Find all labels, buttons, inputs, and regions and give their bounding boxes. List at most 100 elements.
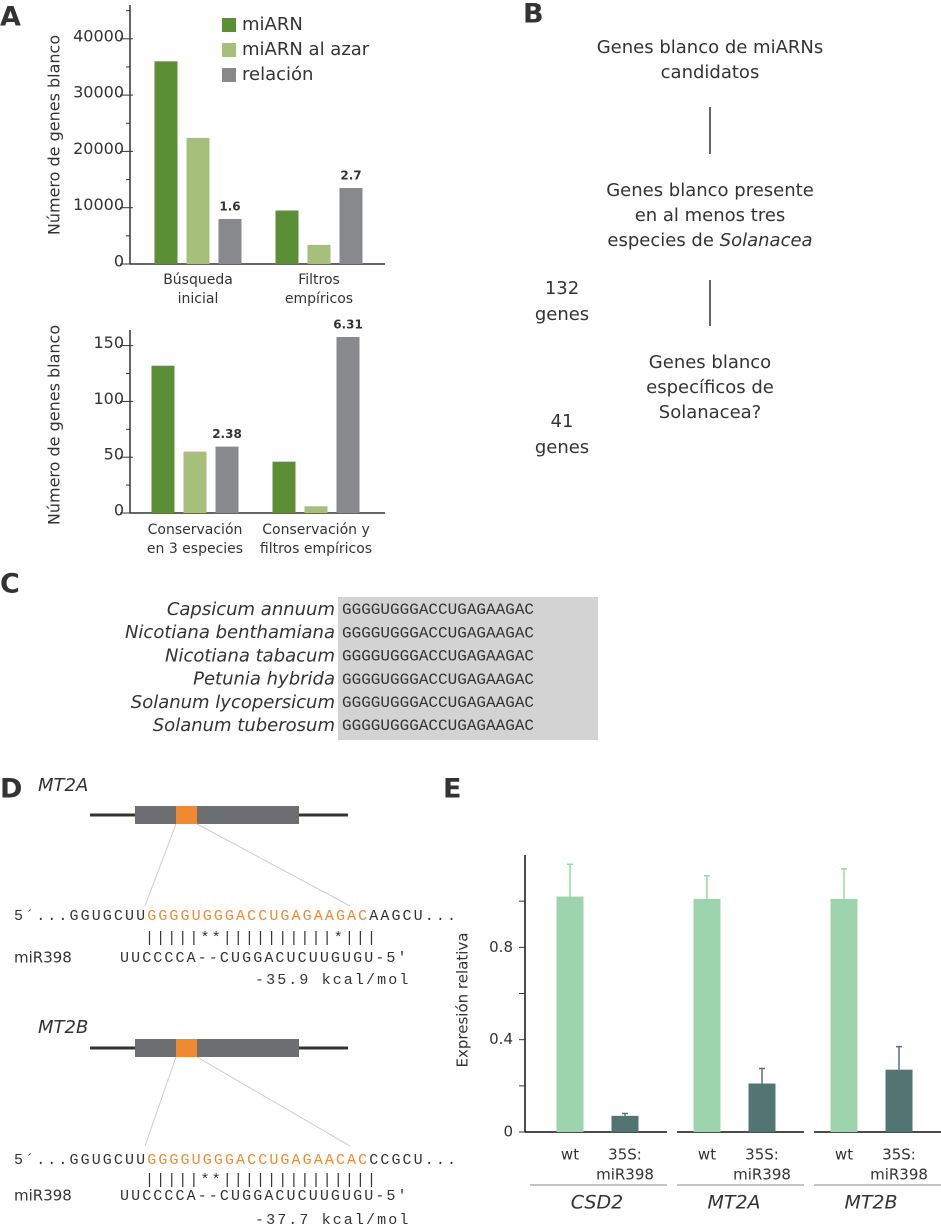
flow-node: en al menos tres <box>635 205 786 226</box>
x-tick-label: 35S: <box>745 1146 779 1164</box>
error-bar <box>759 1067 765 1084</box>
flow-node: Solanacea? <box>659 402 761 423</box>
seq-site: GGGGUGGGACCUGAGAACAC <box>147 1152 369 1169</box>
flow-node: Genes blanco de miARNs <box>597 37 824 58</box>
gene-name: MT2A <box>38 775 88 796</box>
flow-node: candidatos <box>661 62 760 83</box>
sequence: GGGGUGGGACCUGAGAAGAC <box>342 717 534 735</box>
error-bar <box>841 868 847 899</box>
panel-letter: E <box>443 774 461 805</box>
zoom-line <box>144 1056 177 1147</box>
seq-flank: 5´...GGUGCUU <box>14 1152 147 1169</box>
x-tick-label: filtros empíricos <box>260 541 372 557</box>
gene-diagram <box>90 1039 351 1147</box>
seq-site: GGGGUGGGACCUGAGAAGAC <box>147 908 369 925</box>
flow-node: Genes blanco presente <box>606 180 814 201</box>
gene-box <box>135 806 299 824</box>
flow-italic: Solanacea <box>720 230 813 251</box>
target-sequence: 5´...GGUGCUUGGGGUGGGACCUGAGAAGACAAGCU... <box>14 908 458 925</box>
bar <box>748 1083 776 1132</box>
x-tick-label: miR398 <box>596 1166 654 1184</box>
bar <box>154 61 178 264</box>
alignment-bg <box>338 597 598 740</box>
sequence: GGGGUGGGACCUGAGAAGAC <box>342 671 534 689</box>
y-tick-label: 0.8 <box>489 938 513 956</box>
y-axis-label: Expresión relativa <box>454 933 472 1068</box>
x-tick-label: empíricos <box>285 291 353 307</box>
bar <box>556 896 584 1132</box>
y-tick-label: 0 <box>114 252 124 271</box>
flow-node: Genes blanco <box>649 352 771 373</box>
legend-label: miARN al azar <box>242 39 370 60</box>
bar <box>885 1069 913 1132</box>
error-bar <box>704 875 710 899</box>
site-box <box>176 806 197 824</box>
seq-flank: 5´...GGUGCUU <box>14 908 147 925</box>
bar <box>693 898 721 1132</box>
y-tick-label: 50 <box>104 445 124 464</box>
bar <box>183 451 207 513</box>
group-label: MT2B <box>844 1192 897 1214</box>
panel-letter: A <box>0 2 21 33</box>
species: Petunia hybrida <box>193 669 335 690</box>
y-axis-label: Número de genes blanco <box>45 35 64 235</box>
bar <box>304 506 328 513</box>
energy: -35.9 kcal/mol <box>255 972 410 989</box>
legend-swatch <box>222 68 236 82</box>
flow-text: especies de <box>607 230 719 251</box>
x-tick-label: Búsqueda <box>163 272 233 288</box>
sequence: GGGGUGGGACCUGAGAAGAC <box>342 648 534 666</box>
sequence: GGGGUGGGACCUGAGAAGAC <box>342 601 534 619</box>
error-bar <box>896 1045 902 1070</box>
pairing: |||||**||||||||||*||| <box>145 930 378 947</box>
x-tick-label: 35S: <box>882 1146 916 1164</box>
seq-flank: CCGCU... <box>369 1152 458 1169</box>
value-label: 2.7 <box>340 168 361 182</box>
x-tick-label: Filtros <box>298 272 340 288</box>
bar <box>611 1115 639 1132</box>
x-tick-label: wt <box>561 1146 579 1164</box>
bar <box>339 187 363 264</box>
gene-count: genes <box>535 304 589 325</box>
gene-count: 132 <box>545 278 579 299</box>
sequence: GGGGUGGGACCUGAGAAGAC <box>342 624 534 642</box>
zoom-line <box>196 1056 351 1147</box>
x-tick-label: Conservación y <box>262 522 370 538</box>
sequence: GGGGUGGGACCUGAGAAGAC <box>342 694 534 712</box>
species: Nicotiana benthamiana <box>125 622 335 643</box>
flow-node: especies de Solanacea <box>607 230 812 251</box>
group-label: MT2A <box>707 1192 760 1214</box>
site-box <box>176 1039 197 1057</box>
gene-diagram <box>90 806 351 907</box>
y-tick-label: 10000 <box>73 195 124 214</box>
error-bar <box>622 1112 628 1116</box>
target-sequence: 5´...GGUGCUUGGGGUGGGACCUGAGAACACCCGCU... <box>14 1152 458 1169</box>
legend-label: relación <box>242 64 313 85</box>
value-label: 6.31 <box>333 317 363 331</box>
y-tick-label: 20000 <box>73 139 124 158</box>
y-tick-label: 30000 <box>73 83 124 102</box>
y-tick-label: 150 <box>93 333 124 352</box>
legend-swatch <box>222 18 236 32</box>
bar <box>151 365 175 513</box>
seq-flank: AAGCU... <box>369 908 458 925</box>
x-tick-label: wt <box>698 1146 716 1164</box>
gene-box <box>135 1039 299 1057</box>
bar <box>218 218 242 264</box>
flow-node: específicos de <box>646 377 774 398</box>
group-label: CSD2 <box>571 1192 623 1214</box>
energy: -37.7 kcal/mol <box>255 1212 410 1226</box>
y-tick-label: 0.4 <box>489 1030 513 1048</box>
x-tick-label: 35S: <box>608 1146 642 1164</box>
value-label: 1.6 <box>219 199 240 213</box>
pairing: |||||**|||||||||||||| <box>145 1172 378 1189</box>
legend-swatch <box>222 43 236 57</box>
error-bar <box>567 863 573 897</box>
bar <box>272 461 296 513</box>
bar <box>336 336 360 513</box>
bar <box>830 898 858 1132</box>
species: Solanum tuberosum <box>153 715 335 736</box>
legend-label: miARN <box>242 14 303 35</box>
x-tick-label: inicial <box>178 291 219 307</box>
